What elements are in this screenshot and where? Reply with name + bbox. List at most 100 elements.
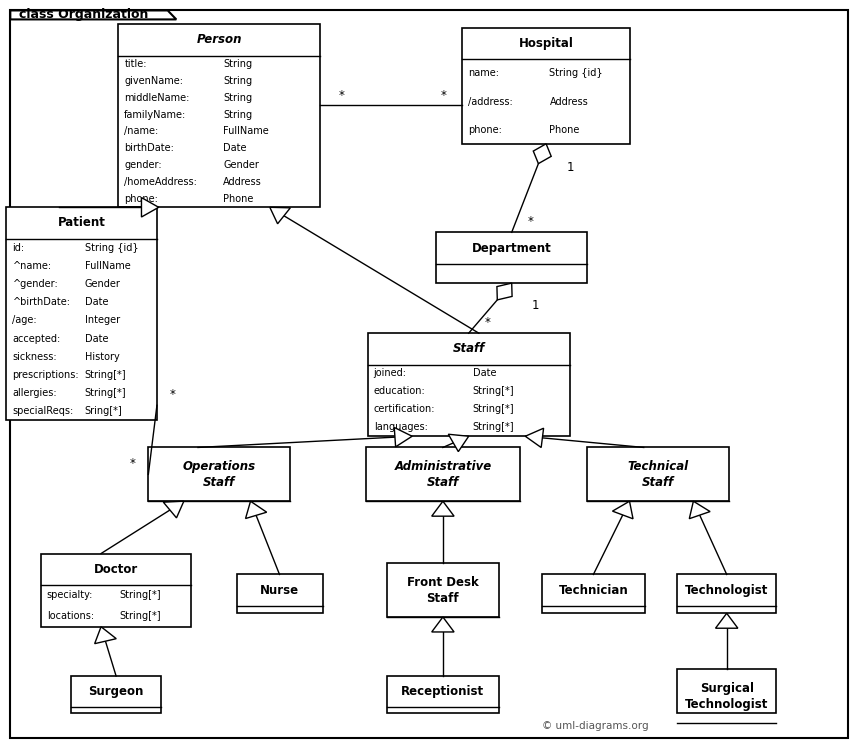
Text: String: String: [224, 93, 253, 103]
Text: 1: 1: [567, 161, 574, 174]
Text: familyName:: familyName:: [125, 110, 187, 120]
Bar: [41, 554, 192, 627]
Text: *: *: [440, 89, 446, 102]
Text: String {id}: String {id}: [550, 69, 603, 78]
Text: ^birthDate:: ^birthDate:: [13, 297, 71, 307]
Text: String {id}: String {id}: [84, 243, 138, 252]
Text: Date: Date: [224, 143, 247, 153]
Text: Date: Date: [473, 368, 496, 379]
Text: Integer: Integer: [84, 315, 120, 326]
Text: title:: title:: [125, 59, 147, 69]
Text: Receptionist: Receptionist: [402, 685, 484, 698]
Text: String[*]: String[*]: [473, 386, 514, 397]
Text: specialty:: specialty:: [47, 590, 93, 601]
Text: String: String: [224, 76, 253, 86]
Text: String: String: [224, 110, 253, 120]
Text: Technologist: Technologist: [685, 583, 768, 597]
Bar: [678, 669, 776, 713]
Text: Gender: Gender: [84, 279, 120, 289]
Text: Administrative
Staff: Administrative Staff: [394, 460, 492, 489]
Text: certification:: certification:: [374, 404, 435, 415]
Bar: [542, 574, 645, 613]
Bar: [366, 447, 520, 501]
Text: Phone: Phone: [224, 194, 254, 204]
Bar: [678, 574, 776, 613]
Bar: [587, 447, 729, 501]
Text: String: String: [224, 59, 253, 69]
Text: accepted:: accepted:: [13, 333, 61, 344]
Text: joined:: joined:: [374, 368, 407, 379]
Text: languages:: languages:: [374, 422, 427, 433]
Text: Hospital: Hospital: [519, 37, 574, 50]
Text: String[*]: String[*]: [84, 370, 126, 379]
Polygon shape: [448, 434, 469, 452]
Text: /name:: /name:: [125, 126, 158, 137]
Polygon shape: [394, 427, 412, 447]
Polygon shape: [163, 501, 184, 518]
Bar: [71, 676, 162, 713]
Text: Address: Address: [224, 177, 262, 187]
Text: Patient: Patient: [58, 217, 106, 229]
Bar: [148, 447, 291, 501]
Text: education:: education:: [374, 386, 426, 397]
Text: Surgeon: Surgeon: [89, 685, 144, 698]
Text: Doctor: Doctor: [94, 562, 138, 576]
Text: middleName:: middleName:: [125, 93, 190, 103]
Text: Person: Person: [197, 34, 242, 46]
Text: Phone: Phone: [550, 125, 580, 134]
Text: Date: Date: [84, 333, 108, 344]
Text: ^gender:: ^gender:: [13, 279, 58, 289]
Text: sickness:: sickness:: [13, 352, 57, 362]
Text: String[*]: String[*]: [84, 388, 126, 398]
Text: Staff: Staff: [452, 342, 485, 356]
Text: id:: id:: [13, 243, 25, 252]
Text: phone:: phone:: [468, 125, 502, 134]
Polygon shape: [432, 617, 454, 632]
Text: 1: 1: [532, 299, 539, 312]
Polygon shape: [141, 198, 158, 217]
Text: /address:: /address:: [468, 96, 513, 107]
Text: Date: Date: [84, 297, 108, 307]
Polygon shape: [497, 283, 512, 300]
Text: Technical
Staff: Technical Staff: [627, 460, 689, 489]
Text: Address: Address: [550, 96, 588, 107]
Text: *: *: [528, 215, 533, 229]
Bar: [368, 333, 569, 436]
Bar: [387, 563, 499, 617]
Text: prescriptions:: prescriptions:: [13, 370, 79, 379]
Text: String[*]: String[*]: [473, 422, 514, 433]
Bar: [119, 25, 320, 208]
Bar: [463, 28, 630, 143]
Polygon shape: [246, 501, 267, 518]
Text: FullName: FullName: [84, 261, 131, 271]
Text: gender:: gender:: [125, 160, 162, 170]
Bar: [436, 232, 587, 283]
Text: © uml-diagrams.org: © uml-diagrams.org: [542, 721, 648, 731]
Text: String[*]: String[*]: [473, 404, 514, 415]
Text: specialReqs:: specialReqs:: [13, 406, 74, 416]
Text: locations:: locations:: [47, 611, 94, 622]
Polygon shape: [95, 627, 116, 644]
Polygon shape: [690, 501, 710, 518]
Polygon shape: [525, 428, 544, 447]
Text: *: *: [485, 316, 490, 329]
Text: ^name:: ^name:: [13, 261, 52, 271]
Bar: [237, 574, 322, 613]
Text: Nurse: Nurse: [260, 583, 299, 597]
Bar: [7, 207, 157, 420]
Text: class Organization: class Organization: [19, 8, 148, 22]
Text: phone:: phone:: [125, 194, 158, 204]
Text: Gender: Gender: [224, 160, 259, 170]
Text: *: *: [169, 388, 175, 400]
Text: String[*]: String[*]: [119, 590, 161, 601]
Text: History: History: [84, 352, 120, 362]
Text: Technician: Technician: [558, 583, 629, 597]
Text: allergies:: allergies:: [13, 388, 57, 398]
Polygon shape: [270, 208, 291, 224]
Text: /age:: /age:: [13, 315, 37, 326]
Polygon shape: [432, 501, 454, 516]
Text: Sring[*]: Sring[*]: [84, 406, 122, 416]
Text: Operations
Staff: Operations Staff: [182, 460, 256, 489]
Bar: [387, 676, 499, 713]
Text: *: *: [339, 89, 345, 102]
